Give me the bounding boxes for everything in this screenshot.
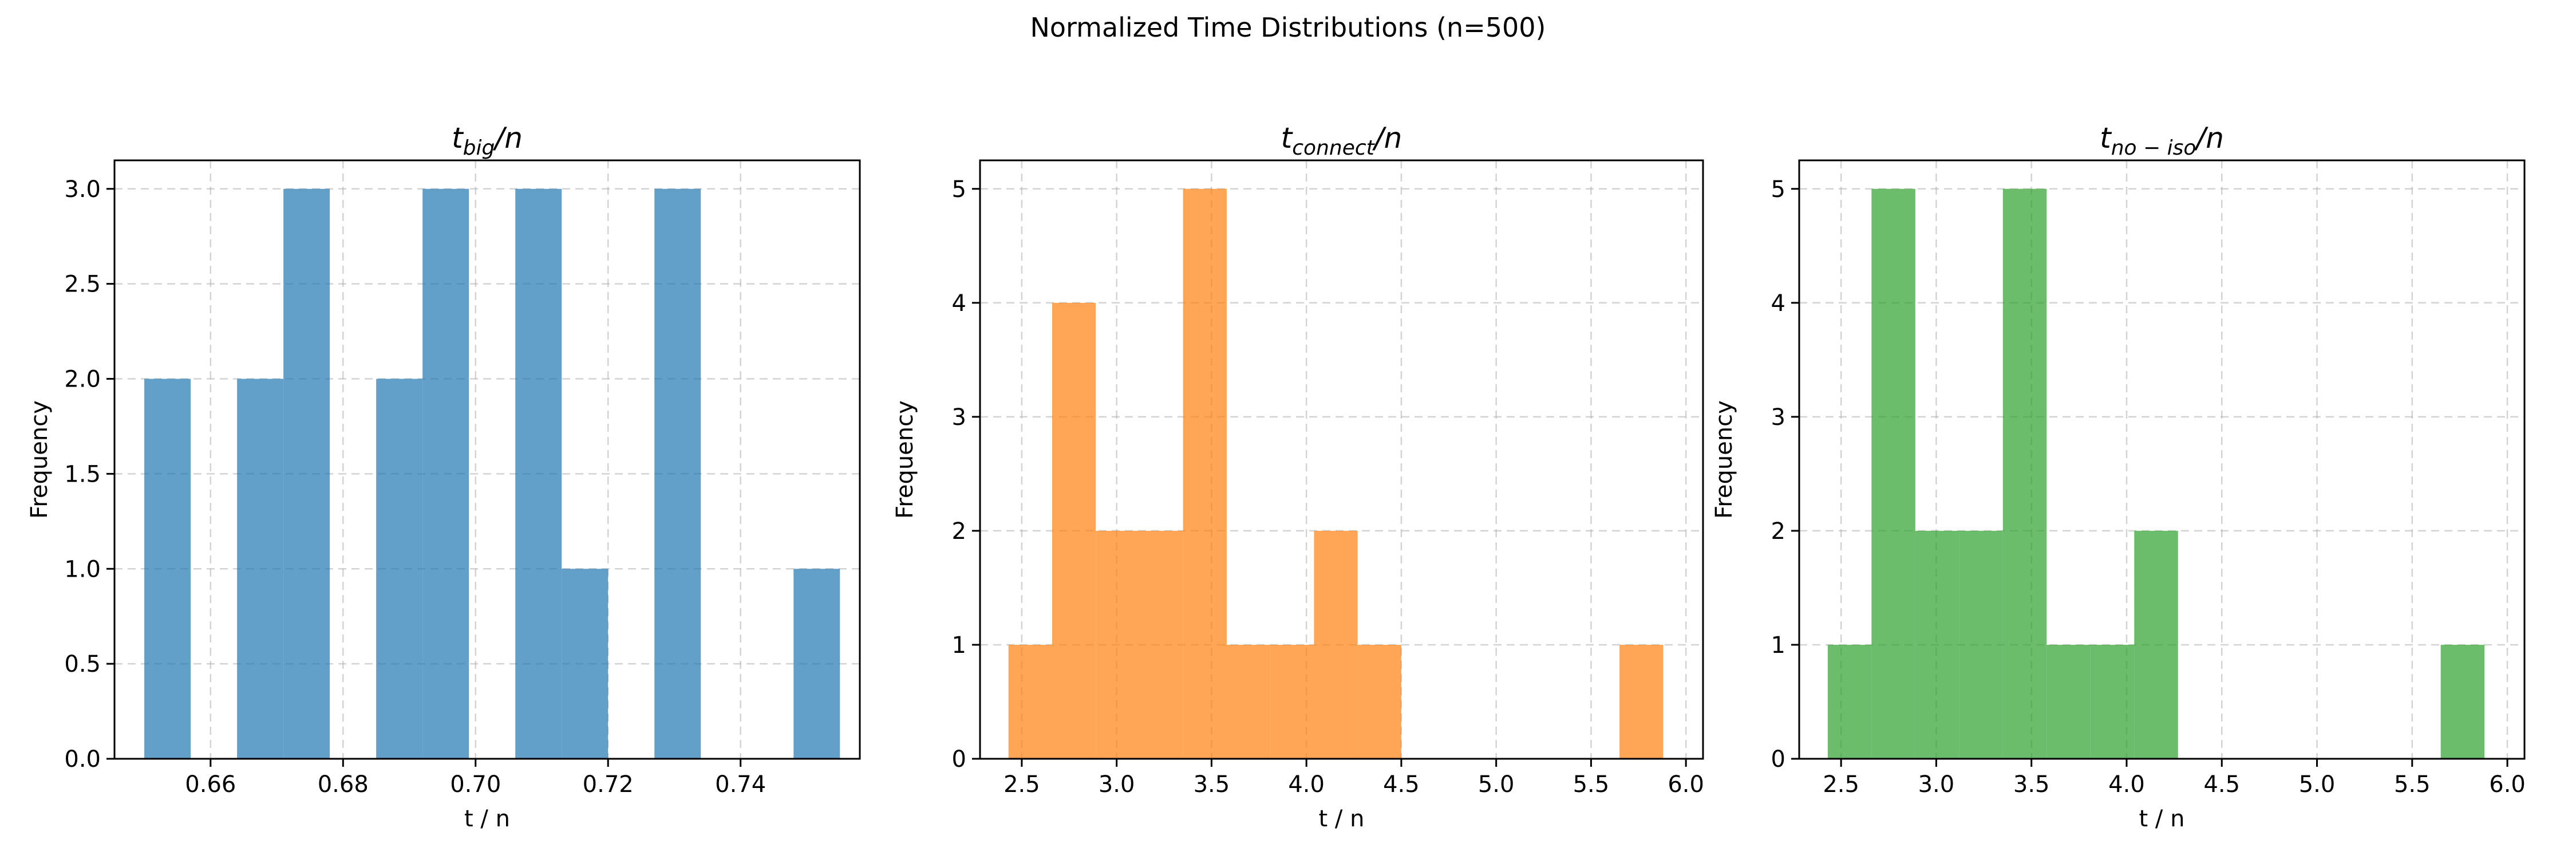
histogram-bar — [654, 188, 701, 759]
x-tick-label: 4.5 — [2203, 771, 2240, 798]
histogram-bar — [1357, 644, 1401, 759]
histogram-bar — [1619, 644, 1664, 759]
x-tick-label: 5.5 — [1573, 771, 1610, 798]
y-tick-label: 0 — [1771, 746, 1785, 773]
x-tick-label: 4.0 — [1288, 771, 1325, 798]
histogram-bar — [144, 379, 191, 759]
histogram-bar — [1052, 302, 1096, 759]
axes-frame — [113, 159, 861, 760]
histogram-bar — [237, 379, 284, 759]
panel-title: tconnect/n — [1281, 121, 1402, 160]
histogram-panel-2: 2.5 3.0 3.5 4.0 4.5 5.0 5.5 6.0 0 1 2 3 4 5 t / n Frequ… — [892, 121, 1704, 832]
histogram-bar — [1871, 188, 1915, 759]
histogram-bar — [562, 569, 609, 759]
x-axis-label: t / n — [2139, 806, 2185, 832]
axes-frame — [979, 159, 1704, 760]
panels: 0.66 0.68 0.70 0.72 0.74 0.0 0.5 1.0 1.5 2.0 2.5 3.… — [26, 121, 2526, 832]
x-tick-label: 0.68 — [318, 771, 369, 798]
panel-title-base: t — [2100, 121, 2112, 155]
x-tick-label: 0.70 — [450, 771, 501, 798]
histogram-panel-3: 2.5 3.0 3.5 4.0 4.5 5.0 5.5 6.0 0 1 2 3 4 5 t / n Frequ… — [1711, 121, 2526, 832]
histogram-bar — [1314, 530, 1358, 759]
histogram-bar — [1959, 530, 2003, 759]
histogram-bar — [793, 569, 840, 759]
panel-title-base: t — [452, 121, 464, 155]
x-tick-label: 6.0 — [2489, 771, 2526, 798]
y-tick-label: 0.0 — [64, 746, 101, 773]
panel-title-subscript: no − iso — [2111, 136, 2196, 160]
y-tick-label: 2.5 — [64, 271, 101, 298]
histogram-panel-1: 0.66 0.68 0.70 0.72 0.74 0.0 0.5 1.0 1.5 2.0 2.5 3.… — [26, 121, 861, 832]
y-axis-label: Frequency — [1711, 400, 1737, 519]
histogram-bar — [2046, 644, 2091, 759]
x-tick-label: 5.0 — [1478, 771, 1515, 798]
histogram-bar — [422, 188, 469, 759]
y-tick-label: 5 — [1771, 176, 1785, 203]
figure-suptitle: Normalized Time Distributions (n=500) — [1030, 12, 1546, 43]
x-tick-label: 4.0 — [2108, 771, 2145, 798]
histogram-bar — [1827, 644, 1872, 759]
histogram-bar — [2134, 530, 2178, 759]
panel-title: tbig/n — [452, 121, 523, 160]
x-tick-label: 5.5 — [2394, 771, 2431, 798]
y-tick-label: 3 — [952, 404, 966, 431]
x-tick-label: 4.5 — [1383, 771, 1420, 798]
y-axis-label: Frequency — [26, 400, 53, 519]
panel-title-rest: /n — [2194, 121, 2224, 155]
x-tick-label: 3.0 — [1099, 771, 1135, 798]
x-tick-label: 0.72 — [583, 771, 634, 798]
y-tick-label: 2 — [952, 518, 966, 545]
y-tick-label: 1 — [952, 632, 966, 659]
y-tick-label: 1.0 — [64, 556, 101, 582]
y-tick-label: 4 — [1771, 290, 1785, 317]
x-tick-label: 6.0 — [1668, 771, 1704, 798]
histogram-bar — [1139, 530, 1183, 759]
histogram-bar — [283, 188, 330, 759]
y-tick-label: 3 — [1771, 404, 1785, 431]
panel-title-base: t — [1281, 121, 1294, 155]
x-tick-label: 2.5 — [1003, 771, 1040, 798]
panel-title: tno − iso/n — [2100, 121, 2224, 160]
histogram-bar — [376, 379, 423, 759]
y-tick-label: 2.0 — [64, 367, 101, 393]
x-tick-label: 3.5 — [2013, 771, 2050, 798]
y-tick-label: 1 — [1771, 632, 1785, 659]
y-tick-label: 0 — [952, 746, 966, 773]
histogram-bar — [515, 188, 562, 759]
x-tick-label: 0.74 — [715, 771, 766, 798]
x-tick-label: 2.5 — [1823, 771, 1859, 798]
histogram-bar — [1226, 644, 1271, 759]
y-tick-label: 2 — [1771, 518, 1785, 545]
panel-title-subscript: big — [463, 136, 495, 160]
x-axis-label: t / n — [464, 806, 510, 832]
histogram-bar — [2090, 644, 2135, 759]
histogram-bar — [2440, 644, 2485, 759]
histogram-bar — [2002, 188, 2047, 759]
y-tick-label: 5 — [952, 176, 966, 203]
histogram-bar — [1008, 644, 1052, 759]
panel-title-rest: /n — [1372, 121, 1402, 155]
x-tick-label: 3.5 — [1194, 771, 1230, 798]
y-tick-label: 1.5 — [64, 461, 101, 487]
x-tick-label: 0.66 — [185, 771, 236, 798]
x-tick-label: 3.0 — [1918, 771, 1955, 798]
panel-title-rest: /n — [492, 121, 523, 155]
x-tick-label: 5.0 — [2299, 771, 2336, 798]
y-tick-label: 0.5 — [64, 651, 101, 677]
y-tick-label: 3.0 — [64, 176, 101, 203]
y-axis-label: Frequency — [892, 400, 918, 519]
panel-title-subscript: connect — [1292, 136, 1375, 160]
histogram-bar — [1096, 530, 1140, 759]
x-axis-label: t / n — [1319, 806, 1365, 832]
axes-frame — [1798, 159, 2526, 760]
histogram-bar — [1915, 530, 1959, 759]
histogram-bar — [1270, 644, 1314, 759]
y-tick-label: 4 — [952, 290, 966, 317]
histogram-bar — [1183, 188, 1227, 759]
